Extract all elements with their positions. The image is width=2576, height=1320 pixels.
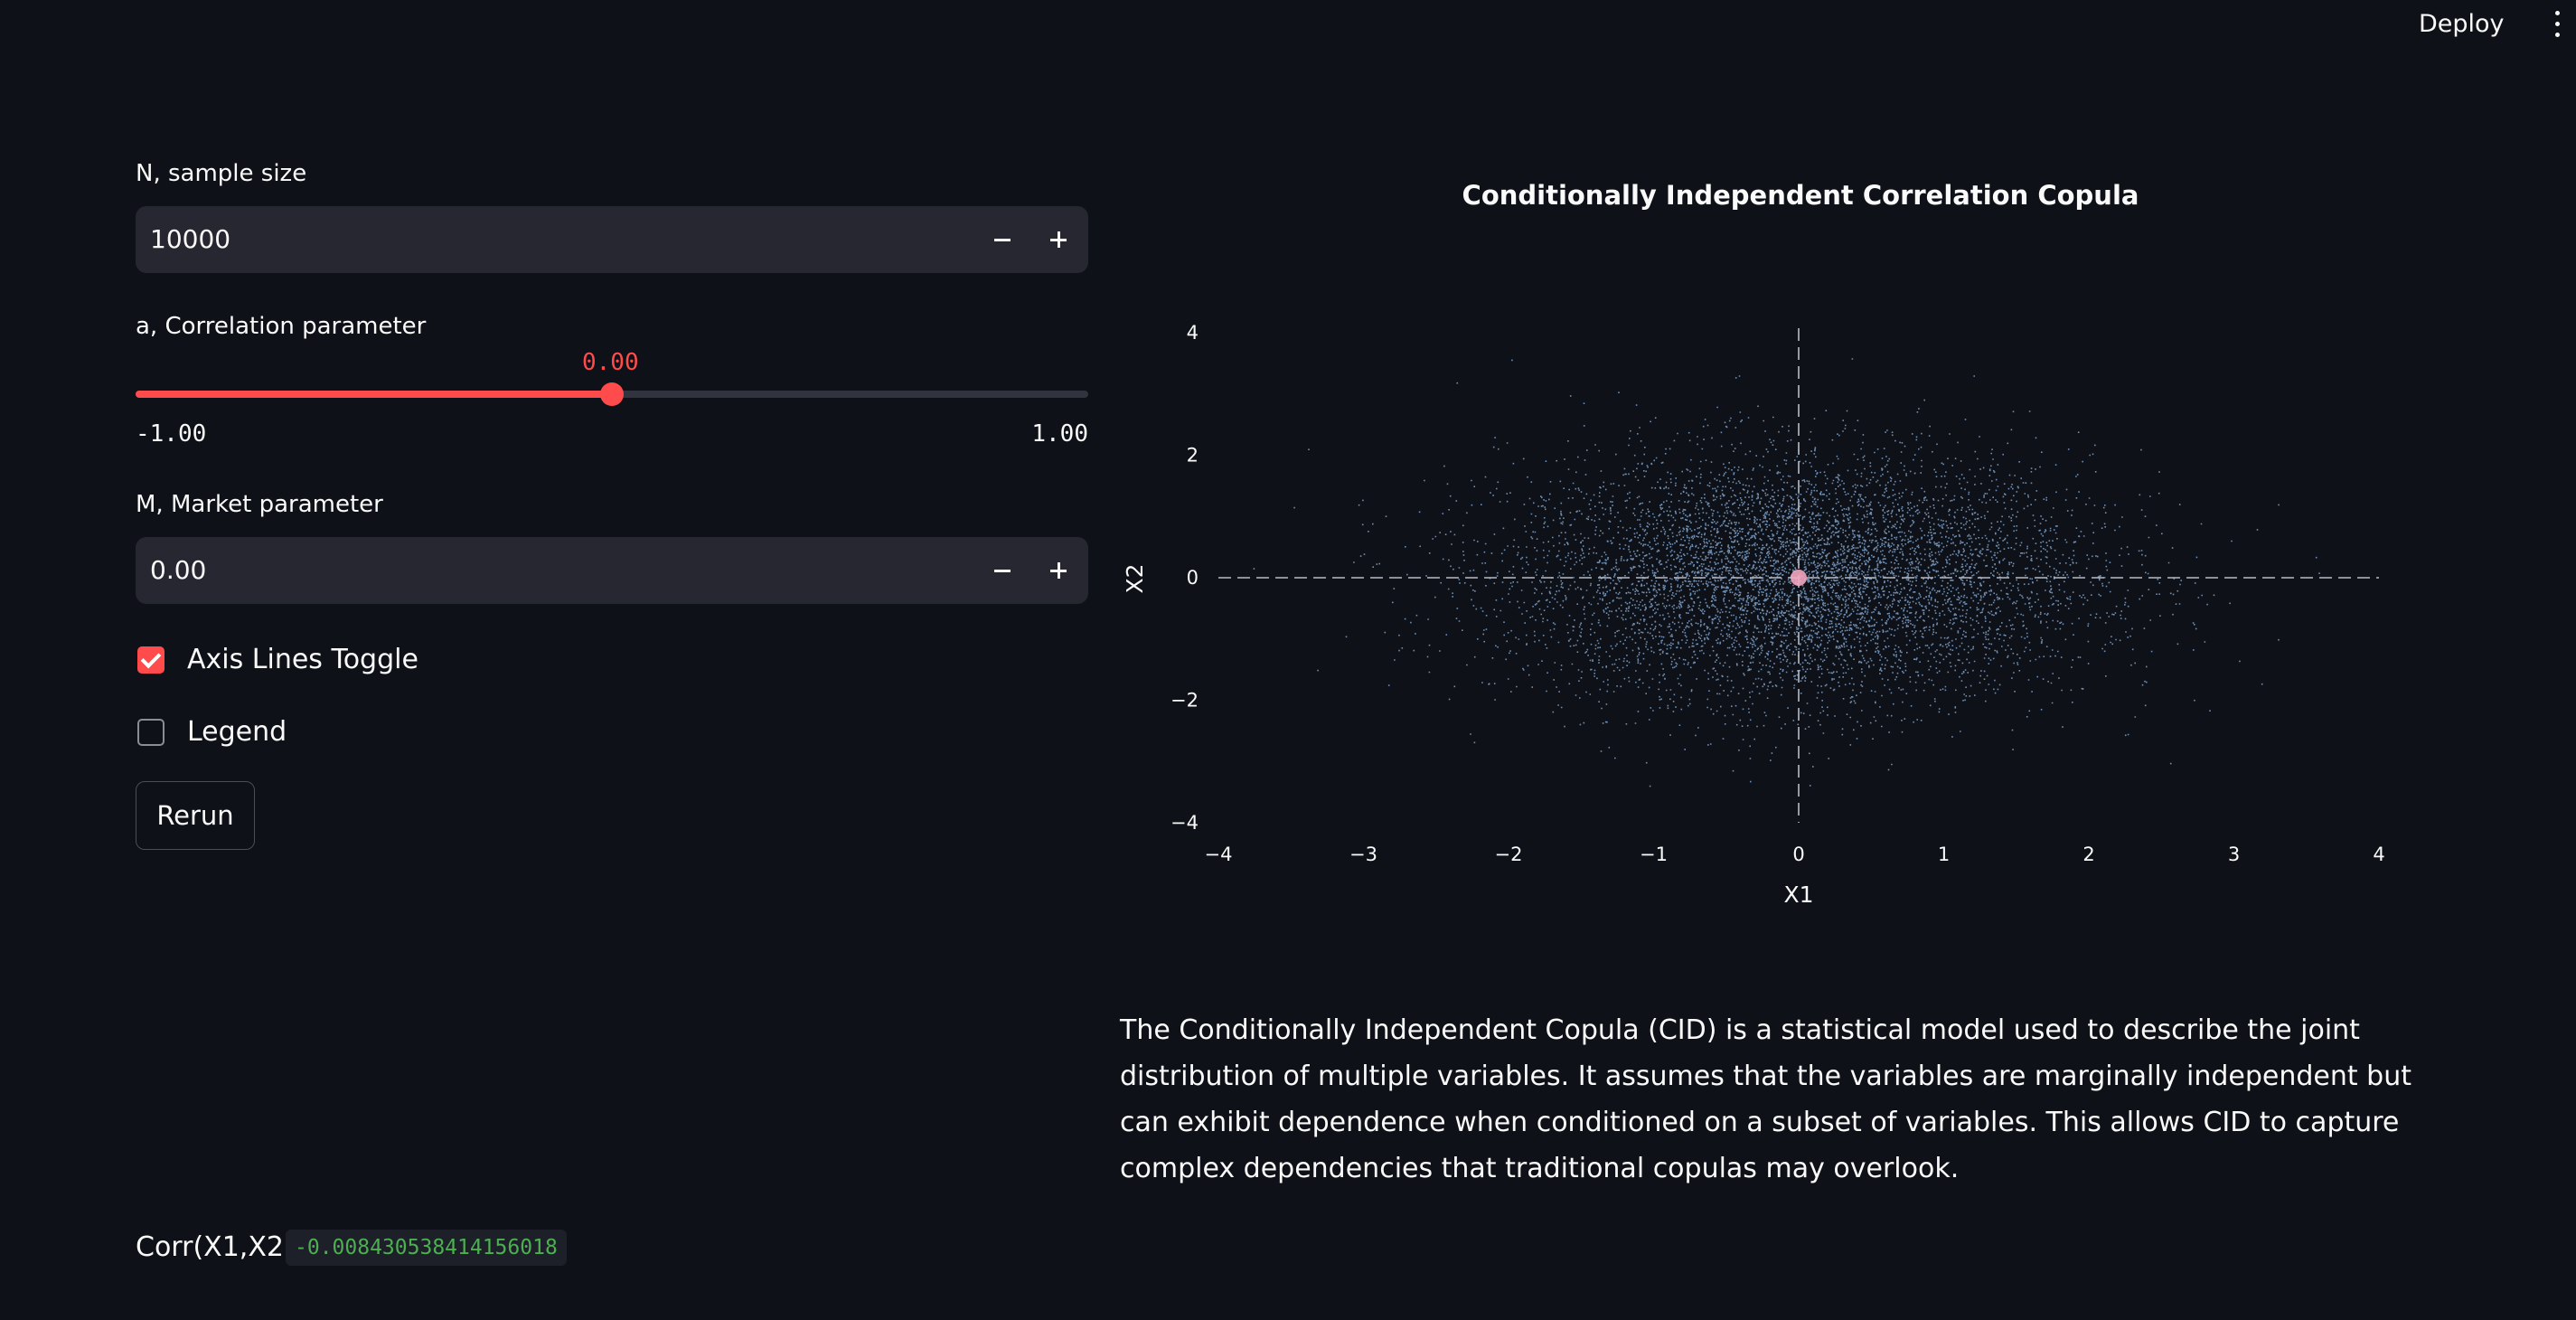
x-axis-label: X1 xyxy=(1783,882,1813,908)
minus-icon xyxy=(994,239,1011,241)
x-tick-label: −3 xyxy=(1349,844,1377,865)
correlation-slider-thumb[interactable] xyxy=(600,382,624,406)
correlation-slider-track[interactable] xyxy=(136,382,1088,406)
deploy-button[interactable]: Deploy xyxy=(2404,7,2519,42)
scatter-points xyxy=(1253,358,2320,787)
y-tick-label: −2 xyxy=(1170,690,1199,712)
market-point-marker xyxy=(1791,570,1807,586)
correlation-value-label: 0.00 xyxy=(582,349,639,376)
controls-column: N, sample size a, Correlation parameter … xyxy=(136,0,1090,1320)
app-header: Deploy xyxy=(0,0,2576,51)
correlation-min-label: -1.00 xyxy=(136,420,207,448)
scatter-chart-svg: Conditionally Independent Correlation Co… xyxy=(1122,180,2385,908)
market-label: M, Market parameter xyxy=(136,491,383,518)
legend-checkbox[interactable] xyxy=(137,719,165,746)
correlation-slider-fill xyxy=(136,391,612,398)
scatter-series-points xyxy=(1253,358,2320,787)
minus-icon xyxy=(994,570,1011,572)
x-tick-label: 4 xyxy=(2373,844,2384,865)
y-tick-label: −4 xyxy=(1170,812,1199,834)
x-tick-label: −1 xyxy=(1640,844,1668,865)
market-point xyxy=(1791,570,1807,586)
axis-lines-label: Axis Lines Toggle xyxy=(187,644,418,675)
x-tick-label: −4 xyxy=(1205,844,1233,865)
market-increment-button[interactable] xyxy=(1030,537,1086,604)
sample-size-input[interactable] xyxy=(150,206,891,273)
x-axis-ticks: −4 −3 −2 −1 0 1 2 3 4 xyxy=(1205,844,2385,865)
correlation-label: a, Correlation parameter xyxy=(136,313,427,340)
legend-label: Legend xyxy=(187,716,287,748)
sample-size-label: N, sample size xyxy=(136,160,307,187)
y-tick-label: 2 xyxy=(1187,445,1199,467)
x-tick-label: −2 xyxy=(1495,844,1523,865)
y-tick-label: 4 xyxy=(1187,322,1199,344)
corr-value: -0.008430538414156018 xyxy=(286,1230,567,1266)
axis-lines-checkbox[interactable] xyxy=(137,646,165,674)
main-menu-icon[interactable] xyxy=(2545,9,2569,40)
x-tick-label: 0 xyxy=(1792,844,1804,865)
market-decrement-button[interactable] xyxy=(974,537,1030,604)
market-input-container xyxy=(136,537,1088,604)
scatter-chart: Conditionally Independent Correlation Co… xyxy=(1103,163,2513,931)
description-text: The Conditionally Independent Copula (CI… xyxy=(1120,1014,2411,1184)
x-tick-label: 1 xyxy=(1938,844,1950,865)
sample-size-decrement-button[interactable] xyxy=(974,206,1030,273)
y-tick-label: 0 xyxy=(1187,567,1199,589)
correlation-max-label: 1.00 xyxy=(1031,420,1088,448)
y-axis-ticks: −4 −2 0 2 4 xyxy=(1170,322,1199,834)
corr-label: Corr(X1,X2): xyxy=(136,1231,304,1263)
x-tick-label: 2 xyxy=(2082,844,2094,865)
rerun-button[interactable]: Rerun xyxy=(136,781,255,850)
x-tick-label: 3 xyxy=(2228,844,2240,865)
sample-size-input-container xyxy=(136,206,1088,273)
sample-size-increment-button[interactable] xyxy=(1030,206,1086,273)
market-input[interactable] xyxy=(150,537,891,604)
chart-title: Conditionally Independent Correlation Co… xyxy=(1462,180,2139,211)
y-axis-label: X2 xyxy=(1122,563,1148,593)
